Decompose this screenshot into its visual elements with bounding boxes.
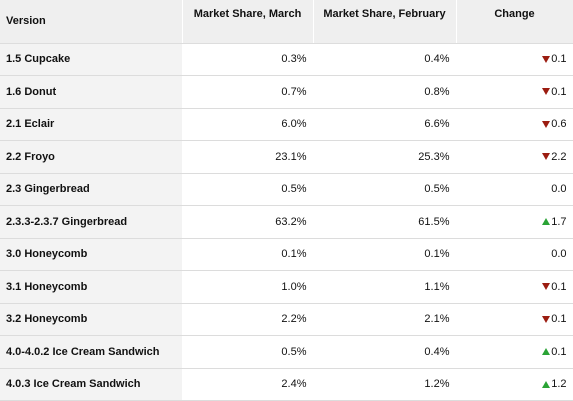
february-share-cell: 2.1%	[313, 303, 457, 336]
arrow-down-icon	[542, 120, 551, 128]
arrow-down-icon	[542, 315, 551, 323]
march-share-cell: 6.0%	[182, 108, 314, 141]
table-row: 1.5 Cupcake 0.3% 0.4% 0.1	[0, 43, 573, 76]
change-cell: 0.1	[456, 75, 573, 109]
arrow-up-icon	[542, 218, 551, 226]
table-row: 2.1 Eclair 6.0% 6.6% 0.6	[0, 108, 573, 141]
february-share-cell: 25.3%	[313, 140, 457, 174]
change-cell: 0.0	[456, 173, 573, 206]
version-cell: 4.0-4.0.2 Ice Cream Sandwich	[0, 335, 183, 369]
change-cell: 1.2	[456, 368, 573, 401]
change-value: 0.0	[551, 248, 567, 261]
change-cell: 1.7	[456, 205, 573, 239]
march-share-cell: 0.3%	[182, 43, 314, 76]
change-value: 2.2	[551, 150, 567, 163]
version-cell: 4.0.3 Ice Cream Sandwich	[0, 368, 183, 401]
february-share-cell: 0.4%	[313, 43, 457, 76]
version-cell: 2.3 Gingerbread	[0, 173, 183, 206]
header-row: Version Market Share, March Market Share…	[0, 0, 573, 44]
march-share-cell: 63.2%	[182, 205, 314, 239]
february-share-cell: 1.2%	[313, 368, 457, 401]
arrow-up-icon	[542, 348, 551, 356]
change-value: 0.1	[551, 345, 567, 358]
change-value: 1.7	[551, 215, 567, 228]
change-cell: 0.1	[456, 270, 573, 304]
february-share-cell: 1.1%	[313, 270, 457, 304]
march-share-cell: 0.1%	[182, 238, 314, 271]
change-value: 1.2	[551, 378, 567, 391]
table-row: 2.3 Gingerbread 0.5% 0.5% 0.0	[0, 173, 573, 206]
header-version: Version	[0, 0, 183, 44]
version-cell: 3.1 Honeycomb	[0, 270, 183, 304]
february-share-cell: 0.4%	[313, 335, 457, 369]
version-cell: 1.5 Cupcake	[0, 43, 183, 76]
march-share-cell: 23.1%	[182, 140, 314, 174]
table-row: 3.0 Honeycomb 0.1% 0.1% 0.0	[0, 238, 573, 271]
arrow-down-icon	[542, 153, 551, 161]
february-share-cell: 61.5%	[313, 205, 457, 239]
header-change: Change	[456, 0, 573, 44]
table-row: 3.1 Honeycomb 1.0% 1.1% 0.1	[0, 270, 573, 304]
table-body: 1.5 Cupcake 0.3% 0.4% 0.1 1.6 Donut 0.7% 0.8% 0…	[0, 43, 573, 401]
change-cell: 0.6	[456, 108, 573, 141]
version-cell: 2.2 Froyo	[0, 140, 183, 174]
february-share-cell: 0.5%	[313, 173, 457, 206]
change-value: 0.1	[551, 280, 567, 293]
version-cell: 3.2 Honeycomb	[0, 303, 183, 336]
march-share-cell: 0.7%	[182, 75, 314, 109]
change-cell: 0.0	[456, 238, 573, 271]
table-row: 4.0-4.0.2 Ice Cream Sandwich 0.5% 0.4% 0.1	[0, 335, 573, 369]
arrow-up-icon	[542, 380, 551, 388]
table-row: 2.3.3-2.3.7 Gingerbread 63.2% 61.5% 1.7	[0, 205, 573, 239]
change-cell: 0.1	[456, 303, 573, 336]
header-march: Market Share, March	[182, 0, 314, 44]
change-cell: 0.1	[456, 43, 573, 76]
table-row: 2.2 Froyo 23.1% 25.3% 2.2	[0, 140, 573, 174]
header-february: Market Share, February	[313, 0, 457, 44]
change-value: 0.1	[551, 313, 567, 326]
version-cell: 3.0 Honeycomb	[0, 238, 183, 271]
march-share-cell: 2.4%	[182, 368, 314, 401]
arrow-down-icon	[542, 55, 551, 63]
version-cell: 2.1 Eclair	[0, 108, 183, 141]
version-cell: 1.6 Donut	[0, 75, 183, 109]
february-share-cell: 0.1%	[313, 238, 457, 271]
february-share-cell: 6.6%	[313, 108, 457, 141]
table-row: 4.0.3 Ice Cream Sandwich 2.4% 1.2% 1.2	[0, 368, 573, 401]
arrow-down-icon	[542, 283, 551, 291]
change-value: 0.1	[551, 85, 567, 98]
arrow-down-icon	[542, 88, 551, 96]
change-cell: 2.2	[456, 140, 573, 174]
march-share-cell: 0.5%	[182, 173, 314, 206]
change-value: 0.1	[551, 53, 567, 66]
march-share-cell: 0.5%	[182, 335, 314, 369]
change-cell: 0.1	[456, 335, 573, 369]
march-share-cell: 1.0%	[182, 270, 314, 304]
change-value: 0.6	[551, 118, 567, 131]
table-row: 1.6 Donut 0.7% 0.8% 0.1	[0, 75, 573, 109]
change-value: 0.0	[551, 183, 567, 196]
table-row: 3.2 Honeycomb 2.2% 2.1% 0.1	[0, 303, 573, 336]
version-cell: 2.3.3-2.3.7 Gingerbread	[0, 205, 183, 239]
march-share-cell: 2.2%	[182, 303, 314, 336]
february-share-cell: 0.8%	[313, 75, 457, 109]
